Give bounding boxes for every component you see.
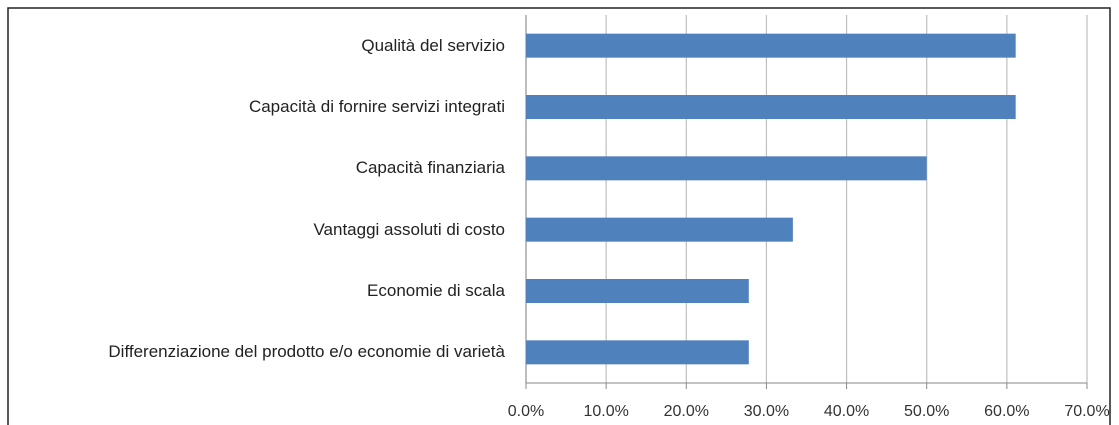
y-tick-label-box: Capacità di fornire servizi integrati	[5, 95, 505, 119]
x-tick-label: 60.0%	[984, 403, 1029, 420]
bar	[526, 156, 927, 181]
bar	[526, 217, 793, 242]
y-tick-label: Vantaggi assoluti di costo	[313, 219, 505, 239]
y-tick-label: Differenziazione del prodotto e/o econom…	[108, 342, 505, 362]
x-tick-label: 30.0%	[744, 403, 789, 420]
bar	[526, 340, 749, 365]
x-tick-label: 50.0%	[904, 403, 949, 420]
x-tick-label: 70.0%	[1064, 403, 1109, 420]
bar	[526, 33, 1016, 58]
y-tick-label-box: Qualità del servizio	[5, 34, 505, 58]
bar	[526, 95, 1016, 119]
x-tick-label: 40.0%	[824, 403, 869, 420]
y-tick-label: Economie di scala	[367, 281, 505, 300]
y-tick-label-box: Capacità finanziaria	[5, 156, 505, 180]
y-tick-label: Capacità finanziaria	[355, 158, 505, 178]
y-tick-label-box: Vantaggi assoluti di costo	[5, 218, 505, 242]
y-tick-label-box: Differenziazione del prodotto e/o econom…	[5, 340, 505, 364]
x-tick-label: 20.0%	[664, 403, 709, 420]
x-tick-label: 10.0%	[583, 403, 628, 420]
y-tick-label: Qualità del servizio	[361, 35, 505, 55]
chart-frame	[7, 7, 1111, 425]
bar	[526, 279, 749, 303]
x-tick-label: 0.0%	[508, 403, 544, 420]
y-tick-label: Capacità di fornire servizi integrati	[248, 97, 505, 116]
y-tick-label-box: Economie di scala	[5, 279, 505, 303]
